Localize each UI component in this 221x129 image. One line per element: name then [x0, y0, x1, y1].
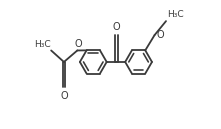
- Text: H₃C: H₃C: [167, 10, 183, 19]
- Text: O: O: [74, 39, 82, 49]
- Text: O: O: [60, 91, 68, 101]
- Text: O: O: [156, 30, 164, 39]
- Text: H₃C: H₃C: [34, 40, 51, 49]
- Text: O: O: [112, 22, 120, 32]
